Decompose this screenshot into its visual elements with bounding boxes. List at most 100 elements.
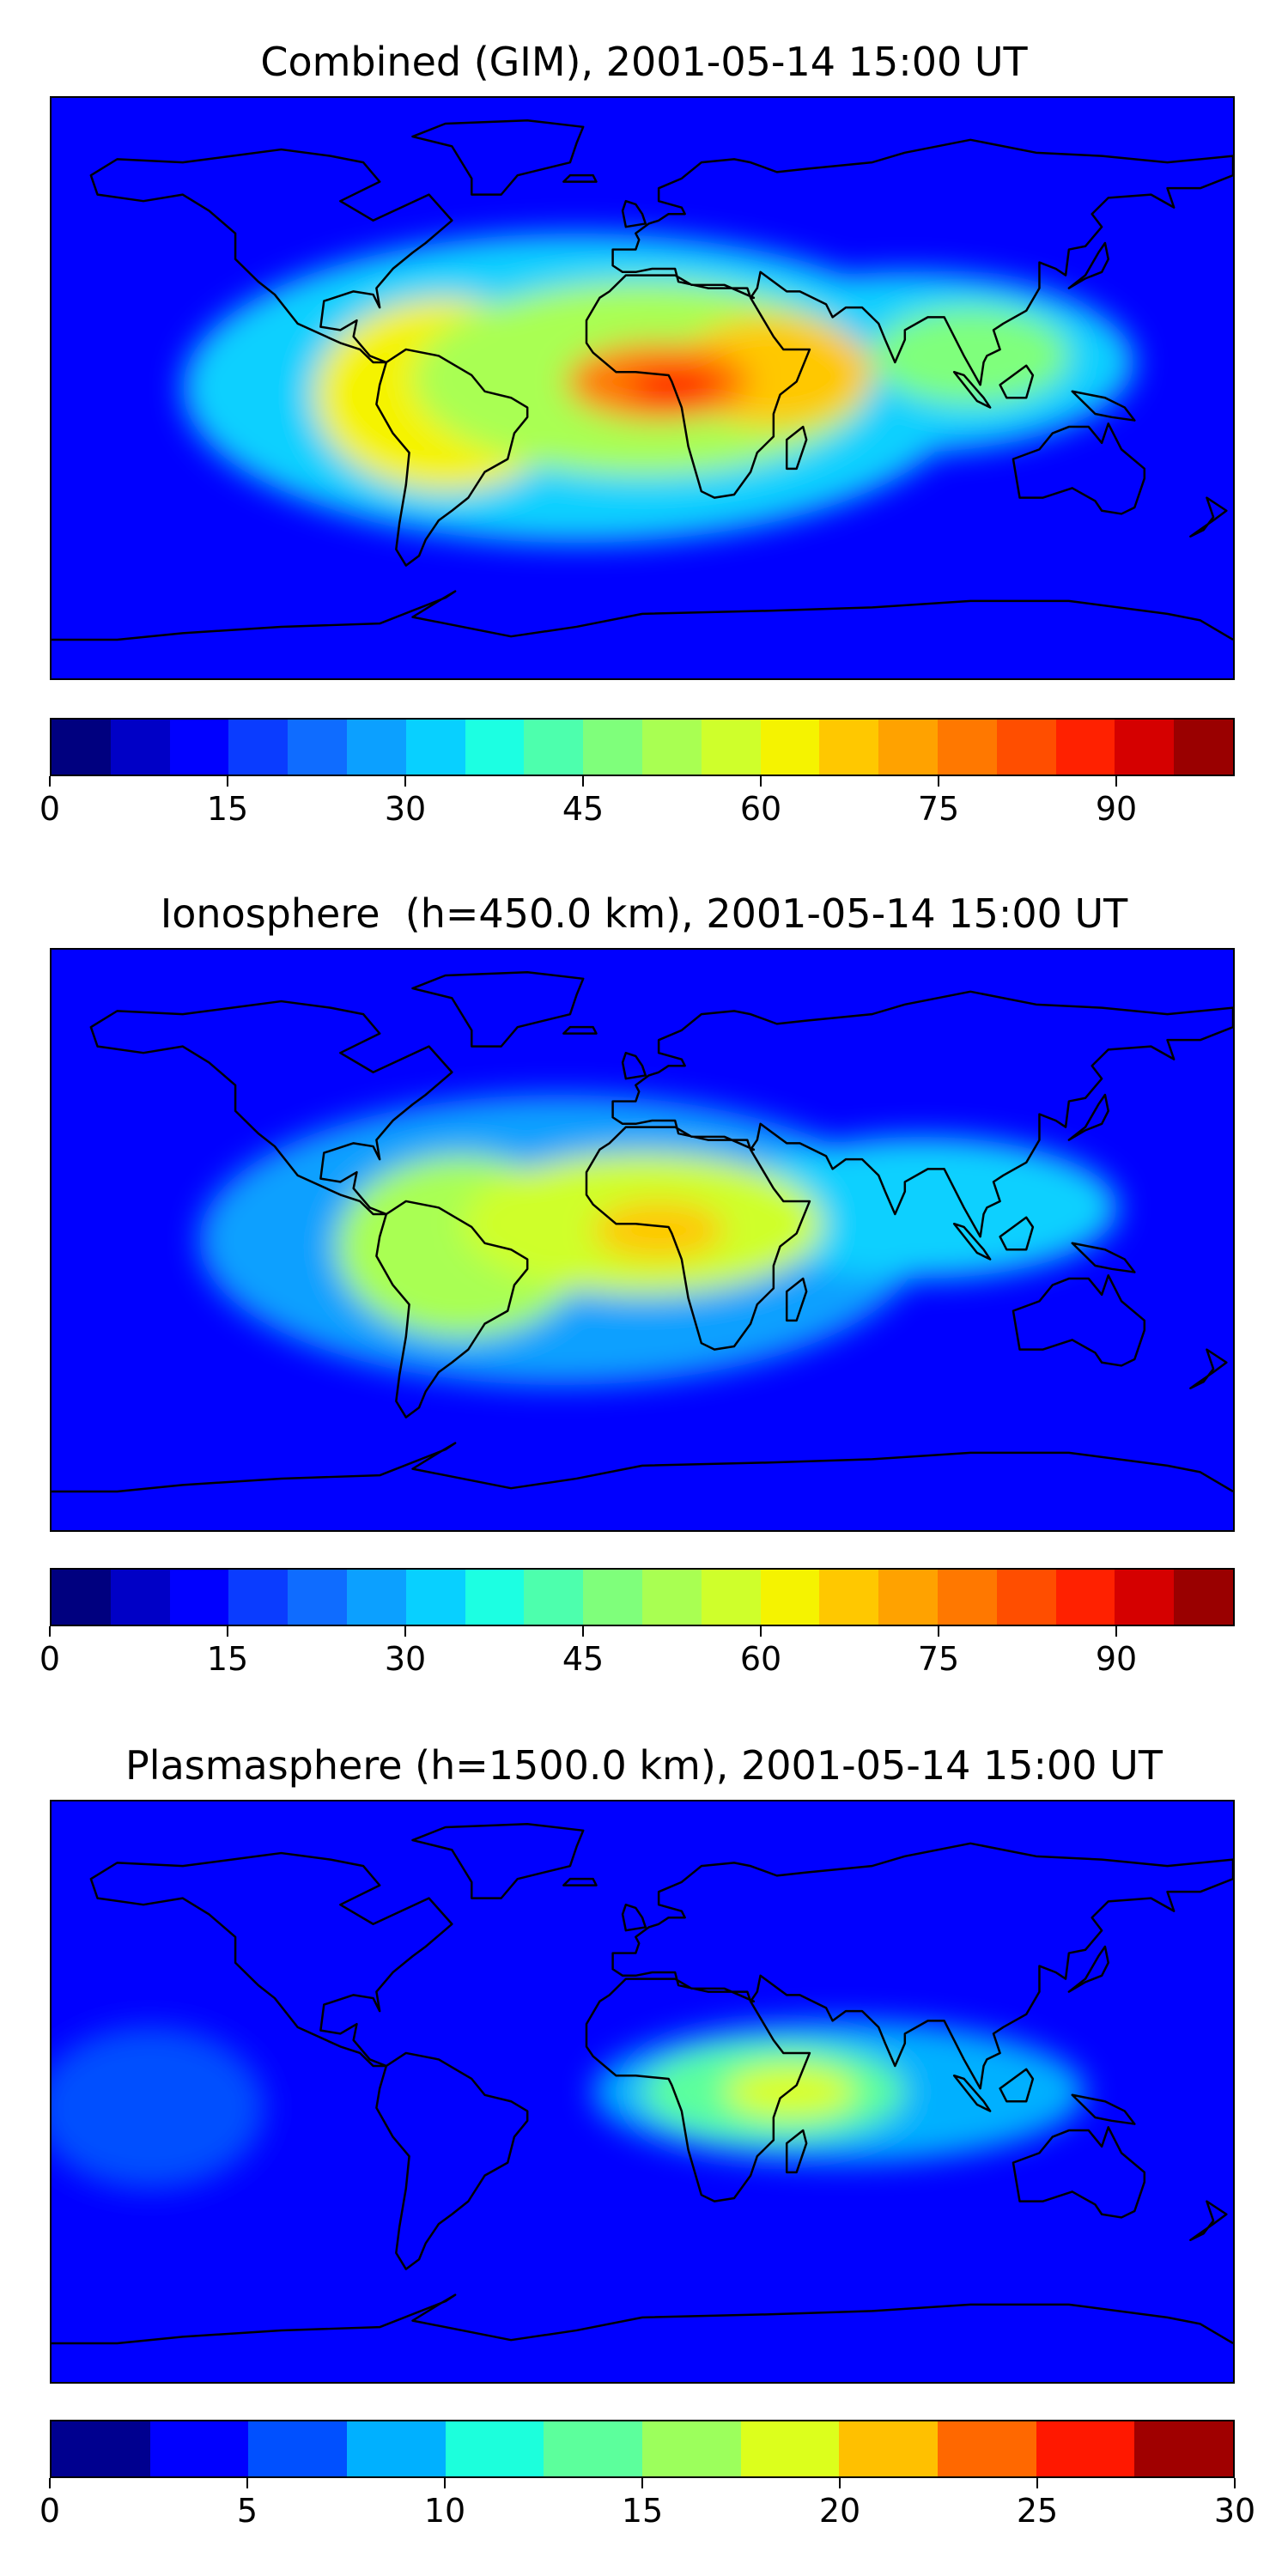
coastline-madagascar [785,2129,808,2174]
colorbar-segment-0 [52,2421,150,2476]
colorbar-segment-11 [701,1570,761,1625]
colorbar-tick [1036,2478,1038,2488]
value-field [182,233,1135,544]
colorbar-segment-15 [937,720,997,775]
colorbar-segment-2 [169,720,229,775]
coastline-japan [1067,1945,1109,1993]
coastline-iceland [562,1025,598,1035]
colorbar-tick [404,1626,406,1637]
value-field [52,2020,1085,2189]
colorbar-tick-label: 20 [818,2492,861,2530]
colorbar-tick-label: 0 [39,790,61,828]
colorbar-segment-1 [110,1570,170,1625]
colorbar-segment-1 [149,2421,249,2476]
colorbar-tick-label: 15 [621,2492,664,2530]
colorbar-segment-12 [760,720,820,775]
colorbar-segment-17 [1055,1570,1115,1625]
colorbar-ionosphere [50,1568,1235,1626]
contour-blob-1 [724,1136,1119,1279]
colorbar-tick [760,1626,762,1637]
coastlines [52,119,1233,641]
colorbar-segment-8 [524,1570,584,1625]
coastline-greenland [411,1823,585,1899]
coastline-borneo [999,1216,1035,1251]
colorbar-segment-6 [405,1570,465,1625]
colorbar-tick-label: 90 [1095,790,1138,828]
colorbar-tick-label: 30 [384,790,427,828]
colorbar-segment-7 [465,1570,525,1625]
coastline-antarctica-coast [52,590,1233,641]
coastline-iceland [562,1877,598,1886]
colorbar-tick-label: 60 [739,1640,782,1678]
colorbar-tick [582,1626,584,1637]
colorbar-segment-8 [839,2421,939,2476]
colorbar-tick-label: 15 [206,1640,249,1678]
coastline-new-guinea [1071,2093,1136,2125]
colorbar-segment-7 [740,2421,840,2476]
colorbar-segment-9 [583,720,642,775]
coastline-africa-eurasia [585,1842,1233,2202]
colorbar-tick-label: 45 [562,1640,605,1678]
coastline-new-zealand [1189,2200,1228,2242]
colorbar-segment-14 [878,1570,938,1625]
coastline-borneo [999,364,1035,399]
colorbar-segment-7 [465,720,525,775]
colorbar-segment-10 [1036,2421,1135,2476]
colorbar-tick-label: 10 [423,2492,466,2530]
colorbar-segment-0 [52,1570,111,1625]
colorbar-tick [1115,1626,1117,1637]
colorbar-segment-5 [346,1570,406,1625]
colorbar-segment-16 [996,1570,1056,1625]
coastline-sumatra [952,370,992,409]
panel-title-combined: Combined (GIM), 2001-05-14 15:00 UT [260,39,1028,85]
coastline-new-zealand [1189,1348,1228,1390]
coastlines [52,971,1233,1493]
panel-title-ionosphere: Ionosphere (h=450.0 km), 2001-05-14 15:0… [160,890,1128,937]
coastline-antarctica-coast [52,2293,1233,2345]
colorbar-tick [227,1626,228,1637]
coastline-south-america [375,1200,529,1419]
coastline-sumatra [952,2074,992,2112]
coastline-madagascar [785,425,808,471]
colorbar-tick [404,776,406,787]
colorbar-tick-label: 0 [39,1640,61,1678]
coastline-north-america [89,999,453,1216]
coastlines [52,1823,1233,2345]
colorbar-segment-5 [544,2421,643,2476]
coastline-greenland [411,119,585,196]
colorbar-segment-3 [228,1570,289,1625]
coastline-british-isles [621,1903,647,1932]
colorbar-segment-11 [1134,2421,1234,2476]
colorbar-tick-label: 5 [236,2492,258,2530]
coastline-new-guinea [1071,390,1136,422]
coastline-australia [1012,2126,1146,2219]
colorbar-tick [246,2478,248,2488]
coastline-new-zealand [1189,496,1228,538]
contour-blob-0 [52,2026,265,2189]
colorbar-tick-label: 25 [1016,2492,1059,2530]
colorbar-segment-3 [347,2421,446,2476]
colorbar-segment-5 [346,720,406,775]
coastline-new-guinea [1071,1242,1136,1273]
colorbar-tick [582,776,584,787]
colorbar-segment-12 [760,1570,820,1625]
coastline-antarctica-coast [52,1442,1233,1493]
colorbar-plasmasphere [50,2420,1235,2478]
colorbar-tick [1234,2478,1236,2488]
colorbar-tick-label: 60 [739,790,782,828]
colorbar-segment-17 [1055,720,1115,775]
colorbar-segment-16 [996,720,1056,775]
colorbar-segment-9 [938,2421,1036,2476]
colorbar-segment-19 [1174,720,1233,775]
coastline-south-america [375,348,529,567]
colorbar-segment-1 [110,720,170,775]
colorbar-segment-10 [641,720,702,775]
colorbar-tick [1115,776,1117,787]
colorbar-segment-13 [819,720,879,775]
colorbar-segment-14 [878,720,938,775]
coastline-north-america [89,1851,453,2068]
colorbar-tick-label: 30 [384,1640,427,1678]
colorbar-tick [839,2478,841,2488]
colorbar-segment-2 [248,2421,348,2476]
map-plasmasphere [50,1800,1235,2384]
